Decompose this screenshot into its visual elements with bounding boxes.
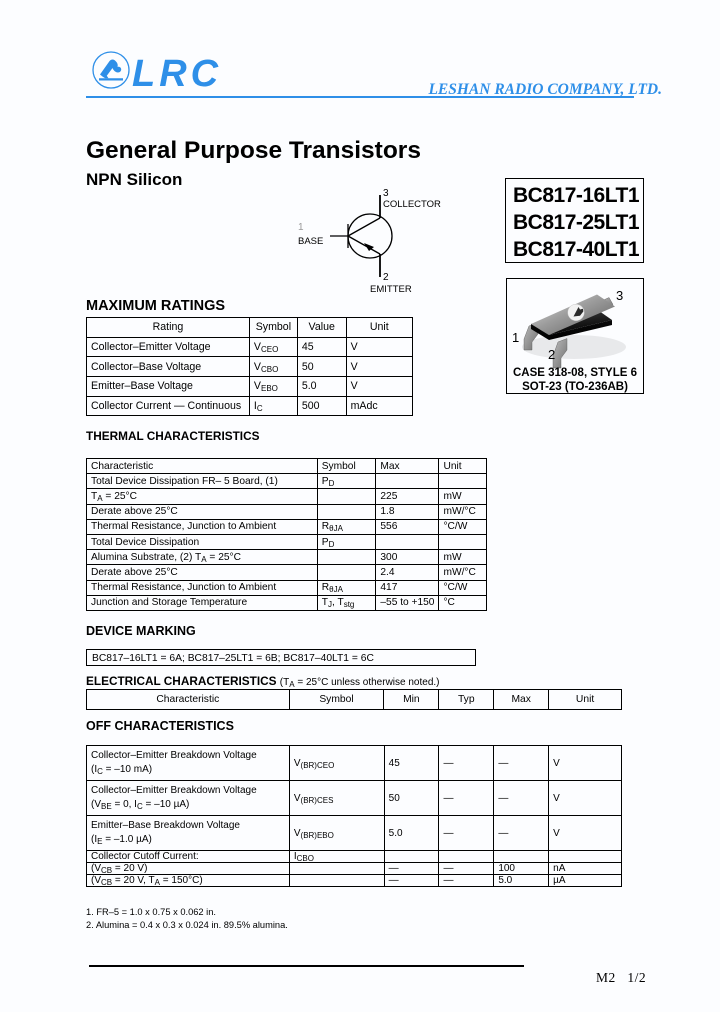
svg-text:2: 2	[383, 272, 389, 283]
svg-text:3: 3	[383, 188, 389, 199]
svg-text:BASE: BASE	[298, 236, 323, 247]
svg-text:EMITTER: EMITTER	[370, 284, 412, 295]
svg-text:1: 1	[298, 222, 304, 233]
svg-text:COLLECTOR: COLLECTOR	[383, 199, 441, 210]
